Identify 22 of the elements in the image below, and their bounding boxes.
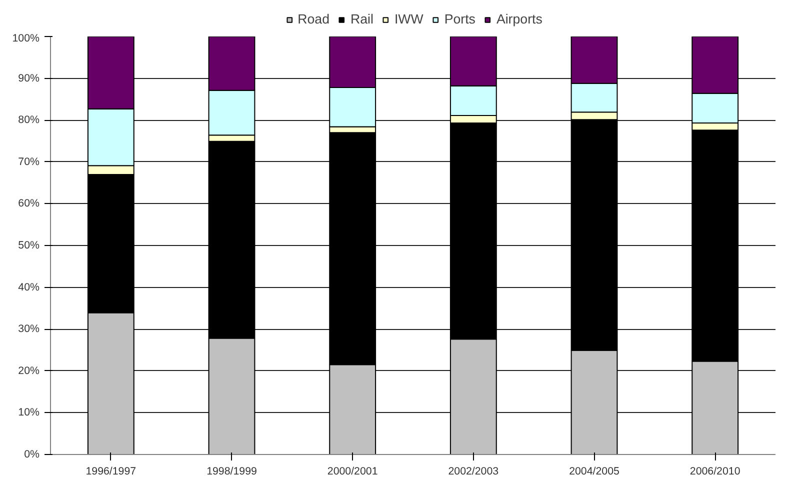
x-tick-label: 1996/1997: [86, 466, 136, 478]
y-tick-label: 40%: [18, 281, 40, 294]
y-tick-label: 70%: [18, 156, 40, 168]
y-tick-label: 50%: [18, 240, 40, 252]
y-tick-label: 0%: [24, 448, 40, 460]
x-tick-label: 2002/2003: [448, 466, 499, 478]
legend-label: Road: [298, 12, 330, 26]
x-tick-label: 1998/1999: [206, 466, 258, 478]
x-tick-label: 2006/2010: [690, 466, 740, 478]
legend-label: Rail: [350, 12, 374, 26]
legend-label: Ports: [444, 12, 476, 26]
legend-label: Airports: [496, 12, 542, 26]
x-tick-label: 2004/2005: [569, 466, 620, 478]
y-tick-label: 20%: [18, 364, 40, 377]
legend-label: IWW: [394, 12, 424, 26]
y-tick-label: 30%: [18, 323, 40, 336]
y-tick-label: 90%: [18, 72, 40, 84]
y-tick-label: 60%: [18, 198, 40, 210]
y-tick-label: 10%: [18, 406, 40, 419]
x-tick-label: 2000/2001: [327, 466, 378, 478]
y-tick-label: 80%: [18, 114, 40, 126]
y-tick-label: 100%: [12, 32, 40, 44]
